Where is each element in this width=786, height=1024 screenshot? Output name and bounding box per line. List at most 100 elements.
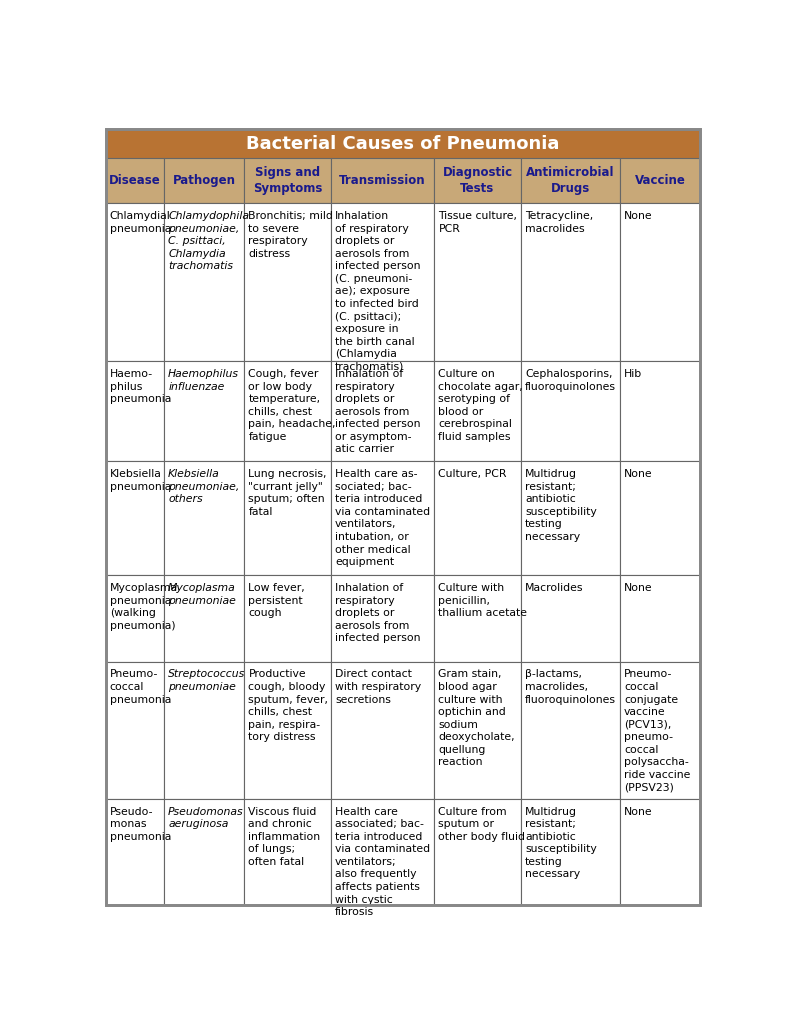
Bar (620, 361, 700, 461)
Bar (620, 799, 700, 905)
Bar (244, 159, 331, 203)
Text: Pseudo-
monas
pneumonia: Pseudo- monas pneumonia (110, 807, 171, 842)
Text: Haemo-
philus
pneumonia: Haemo- philus pneumonia (110, 369, 171, 404)
Text: Direct contact
with respiratory
secretions: Direct contact with respiratory secretio… (335, 670, 421, 705)
Text: Pneumo-
coccal
pneumonia: Pneumo- coccal pneumonia (110, 670, 171, 705)
Bar (521, 461, 620, 575)
Text: Cough, fever
or low body
temperature,
chills, chest
pain, headache,
fatigue: Cough, fever or low body temperature, ch… (248, 369, 336, 441)
Bar (521, 799, 620, 905)
Text: Culture with
penicillin,
thallium acetate: Culture with penicillin, thallium acetat… (439, 584, 527, 618)
Bar (105, 159, 164, 203)
Text: Klebsiella
pneumonia: Klebsiella pneumonia (110, 469, 171, 492)
Bar (434, 575, 521, 662)
Text: None: None (624, 807, 652, 816)
Text: Pseudomonas
aeruginosa: Pseudomonas aeruginosa (168, 807, 244, 829)
Text: Pneumo-
coccal
conjugate
vaccine
(PCV13),
pneumo-
coccal
polysaccha-
ride vaccin: Pneumo- coccal conjugate vaccine (PCV13)… (624, 670, 690, 793)
Text: Multidrug
resistant;
antibiotic
susceptibility
testing
necessary: Multidrug resistant; antibiotic suscepti… (525, 807, 597, 880)
Text: Culture, PCR: Culture, PCR (439, 469, 507, 479)
Text: Mycoplasma
pneumoniae: Mycoplasma pneumoniae (168, 584, 236, 606)
Bar (521, 361, 620, 461)
Bar (244, 203, 331, 361)
Bar (434, 799, 521, 905)
Bar (521, 203, 620, 361)
Bar (620, 662, 700, 799)
Text: Culture from
sputum or
other body fluid: Culture from sputum or other body fluid (439, 807, 526, 842)
Text: Hib: Hib (624, 369, 642, 379)
Text: Disease: Disease (108, 174, 160, 187)
Bar (244, 662, 331, 799)
Text: None: None (624, 469, 652, 479)
Text: Klebsiella
pneumoniae,
others: Klebsiella pneumoniae, others (168, 469, 240, 504)
Text: Cephalosporins,
fluoroquinolones: Cephalosporins, fluoroquinolones (525, 369, 616, 391)
Bar (164, 361, 244, 461)
Text: Gram stain,
blood agar
culture with
optichin and
sodium
deoxycholate,
quellung
r: Gram stain, blood agar culture with opti… (439, 670, 515, 767)
Bar (164, 662, 244, 799)
Bar (164, 799, 244, 905)
Text: Vaccine: Vaccine (634, 174, 685, 187)
Bar (521, 575, 620, 662)
Bar (164, 575, 244, 662)
Bar (244, 799, 331, 905)
Bar (331, 662, 434, 799)
Bar (521, 159, 620, 203)
Bar (105, 461, 164, 575)
Text: Inhalation of
respiratory
droplets or
aerosols from
infected person
or asymptom-: Inhalation of respiratory droplets or ae… (335, 369, 421, 455)
Text: Streptococcus
pneumoniae: Streptococcus pneumoniae (168, 670, 245, 692)
Text: None: None (624, 211, 652, 221)
Bar (244, 575, 331, 662)
Text: Chlamydophila
pneumoniae,
C. psittaci,
Chlamydia
trachomatis: Chlamydophila pneumoniae, C. psittaci, C… (168, 211, 249, 271)
Text: Transmission: Transmission (339, 174, 426, 187)
Bar (331, 799, 434, 905)
Text: Inhalation of
respiratory
droplets or
aerosols from
infected person: Inhalation of respiratory droplets or ae… (335, 584, 421, 643)
Bar (105, 799, 164, 905)
Bar (244, 361, 331, 461)
Text: Bacterial Causes of Pneumonia: Bacterial Causes of Pneumonia (246, 135, 560, 153)
Bar (105, 203, 164, 361)
Text: Inhalation
of respiratory
droplets or
aerosols from
infected person
(C. pneumoni: Inhalation of respiratory droplets or ae… (335, 211, 421, 372)
Text: Mycoplasma
pneumonia
(walking
pneumonia): Mycoplasma pneumonia (walking pneumonia) (110, 584, 178, 631)
Bar (434, 203, 521, 361)
Text: Signs and
Symptoms: Signs and Symptoms (253, 166, 322, 196)
Text: Macrolides: Macrolides (525, 584, 583, 593)
Text: Tetracycline,
macrolides: Tetracycline, macrolides (525, 211, 593, 233)
Text: Haemophilus
influenzae: Haemophilus influenzae (168, 369, 239, 391)
Bar (620, 575, 700, 662)
Bar (521, 662, 620, 799)
Text: Culture on
chocolate agar,
serotyping of
blood or
cerebrospinal
fluid samples: Culture on chocolate agar, serotyping of… (439, 369, 523, 441)
Text: Lung necrosis,
"currant jelly"
sputum; often
fatal: Lung necrosis, "currant jelly" sputum; o… (248, 469, 327, 517)
Text: Pathogen: Pathogen (172, 174, 236, 187)
Text: Bronchitis; mild
to severe
respiratory
distress: Bronchitis; mild to severe respiratory d… (248, 211, 333, 259)
Bar (620, 461, 700, 575)
Bar (434, 461, 521, 575)
Bar (331, 361, 434, 461)
Text: Health care
associated; bac-
teria introduced
via contaminated
ventilators;
also: Health care associated; bac- teria intro… (335, 807, 430, 918)
Text: Antimicrobial
Drugs: Antimicrobial Drugs (526, 166, 615, 196)
Bar (105, 662, 164, 799)
Text: Health care as-
sociated; bac-
teria introduced
via contaminated
ventilators,
in: Health care as- sociated; bac- teria int… (335, 469, 430, 567)
Bar (331, 461, 434, 575)
Bar (164, 203, 244, 361)
Text: Low fever,
persistent
cough: Low fever, persistent cough (248, 584, 305, 618)
Bar (105, 129, 700, 159)
Bar (105, 575, 164, 662)
Bar (620, 159, 700, 203)
Text: Multidrug
resistant;
antibiotic
susceptibility
testing
necessary: Multidrug resistant; antibiotic suscepti… (525, 469, 597, 542)
Text: β-lactams,
macrolides,
fluoroquinolones: β-lactams, macrolides, fluoroquinolones (525, 670, 616, 705)
Text: Chlamydial
pneumonia: Chlamydial pneumonia (110, 211, 171, 233)
Text: Diagnostic
Tests: Diagnostic Tests (443, 166, 512, 196)
Text: Productive
cough, bloody
sputum, fever,
chills, chest
pain, respira-
tory distre: Productive cough, bloody sputum, fever, … (248, 670, 329, 742)
Text: None: None (624, 584, 652, 593)
Bar (331, 159, 434, 203)
Bar (434, 662, 521, 799)
Bar (105, 361, 164, 461)
Bar (164, 461, 244, 575)
Bar (620, 203, 700, 361)
Bar (164, 159, 244, 203)
Text: Tissue culture,
PCR: Tissue culture, PCR (439, 211, 517, 233)
Text: Viscous fluid
and chronic
inflammation
of lungs;
often fatal: Viscous fluid and chronic inflammation o… (248, 807, 321, 867)
Bar (331, 575, 434, 662)
Bar (331, 203, 434, 361)
Bar (434, 159, 521, 203)
Bar (434, 361, 521, 461)
Bar (244, 461, 331, 575)
